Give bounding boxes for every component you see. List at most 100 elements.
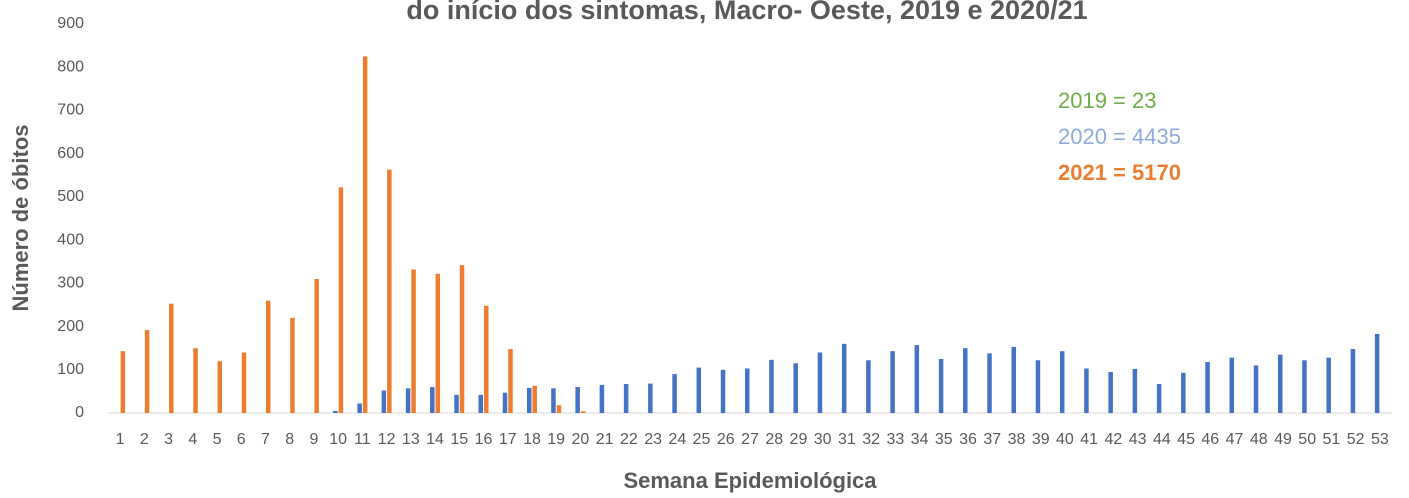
bar [1374,333,1380,413]
bar [484,305,489,413]
bar [1011,346,1016,413]
x-tick-label: 17 [499,431,517,448]
bar [623,384,629,413]
bar [696,367,702,413]
bar [144,330,150,413]
bar [1326,357,1331,413]
bar [265,300,271,413]
bar [405,388,411,413]
bar [193,348,198,413]
bar [556,405,562,413]
bar [381,390,387,413]
bar [1035,360,1041,413]
y-tick-label: 700 [57,102,84,119]
bar [1277,354,1283,413]
x-tick-label: 35 [935,431,953,448]
x-tick-label: 22 [620,431,638,448]
x-tick-label: 28 [765,431,783,448]
annotation: 2019 = 23 [1058,88,1156,113]
x-tick-label: 23 [644,431,662,448]
bar [1181,372,1186,413]
bar [1156,384,1162,413]
bar [745,368,750,413]
x-tick-label: 49 [1274,431,1292,448]
bar [430,387,435,413]
bar [1205,361,1210,413]
bar [1084,368,1089,413]
bar [338,187,344,413]
bar [1108,371,1113,413]
x-tick-label: 36 [959,431,977,448]
x-tick-label: 29 [790,431,808,448]
x-tick-label: 30 [814,431,832,448]
x-axis-label: Semana Epidemiológica [623,468,877,493]
y-tick-label: 400 [57,231,84,248]
x-tick-label: 46 [1201,431,1219,448]
x-tick-label: 14 [426,431,444,448]
x-tick-label: 25 [693,431,711,448]
bar [793,363,798,413]
x-tick-label: 7 [261,431,270,448]
x-tick-label: 52 [1347,431,1365,448]
bar [1253,365,1259,413]
bar [866,360,871,413]
bar [672,374,677,413]
y-tick-label: 200 [57,318,84,335]
x-tick-label: 48 [1250,431,1268,448]
bar [169,303,174,413]
x-tick-label: 38 [1008,431,1026,448]
x-tick-label: 41 [1080,431,1098,448]
y-axis-label: Número de óbitos [8,124,33,311]
bar [890,351,895,413]
bar [580,411,586,413]
x-tick-label: 34 [911,431,929,448]
bar [502,392,508,413]
bar [241,352,247,413]
x-tick-label: 33 [886,431,904,448]
bar [411,269,416,413]
bar [357,403,362,413]
bar [914,345,920,413]
x-tick-label: 9 [309,431,318,448]
y-tick-label: 800 [57,58,84,75]
x-tick-label: 27 [741,431,759,448]
x-tick-label: 44 [1153,431,1171,448]
bar [526,387,532,413]
x-tick-label: 15 [450,431,468,448]
x-tick-label: 12 [378,431,396,448]
x-tick-label: 51 [1323,431,1341,448]
x-tick-label: 39 [1032,431,1050,448]
bar [435,273,441,413]
x-tick-label: 50 [1298,431,1316,448]
bar [841,343,847,413]
x-tick-label: 10 [329,431,347,448]
x-tick-label: 37 [983,431,1001,448]
bar [1059,351,1065,413]
x-tick-label: 6 [237,431,246,448]
x-tick-label: 2 [140,431,149,448]
x-tick-label: 24 [668,431,686,448]
bar [938,358,944,413]
x-tick-label: 53 [1371,431,1389,448]
bar [551,388,556,413]
annotation: 2020 = 4435 [1058,124,1181,149]
bar [1350,349,1356,413]
bar [508,349,513,413]
x-tick-label: 5 [213,431,222,448]
x-tick-label: 45 [1177,431,1195,448]
x-tick-label: 1 [116,431,125,448]
bar [290,317,295,413]
bar [454,394,459,413]
bar [217,361,223,413]
bar [532,385,537,413]
y-tick-label: 0 [75,404,84,421]
x-tick-label: 3 [164,431,173,448]
x-tick-label: 11 [354,431,371,448]
bar [963,348,968,413]
bar [599,384,605,413]
bar [120,351,126,413]
bar [1132,368,1138,413]
x-tick-label: 31 [838,431,856,448]
chart-title: do início dos sintomas, Macro- Oeste, 20… [406,0,1087,25]
